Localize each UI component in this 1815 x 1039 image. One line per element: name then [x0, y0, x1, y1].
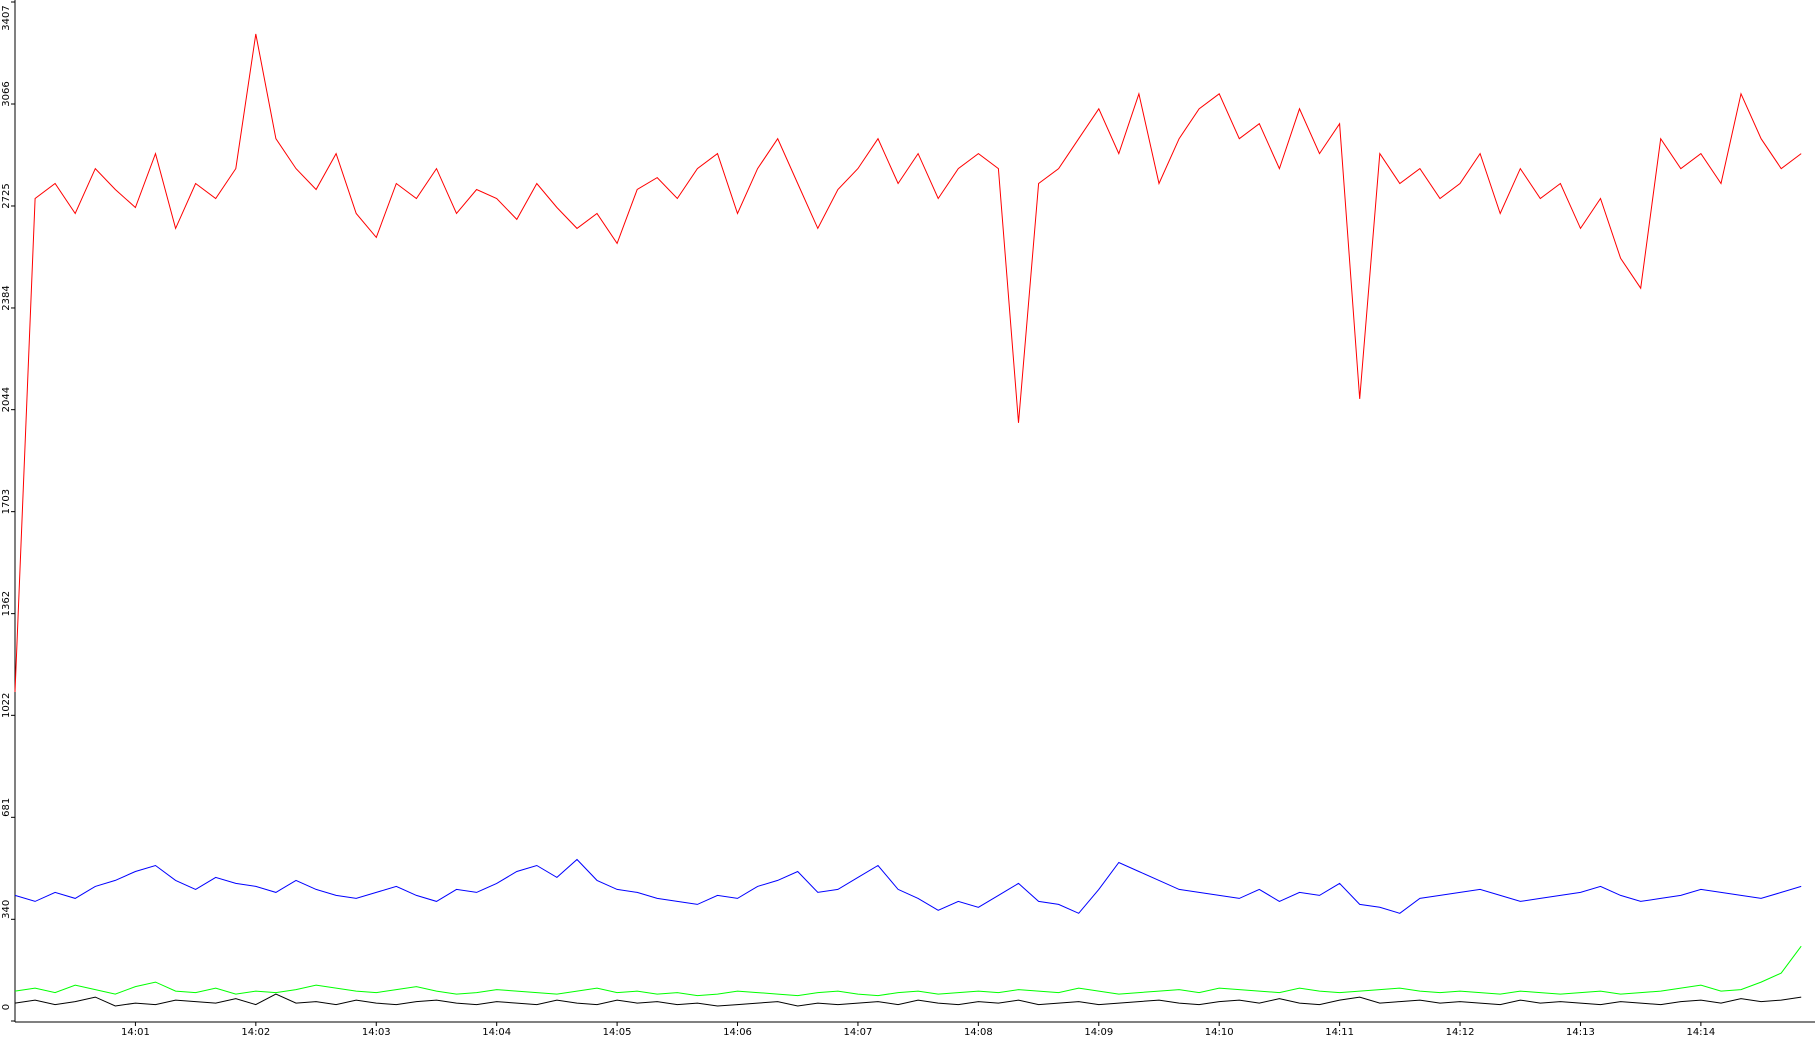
series-line — [14, 858, 1802, 914]
y-tick-label: 340 — [1, 900, 12, 919]
y-tick-label: 3407 — [1, 5, 12, 30]
series-line — [14, 945, 1802, 997]
x-tick-label: 14:06 — [723, 1027, 752, 1038]
series-line — [14, 33, 1802, 693]
x-tick-label: 14:11 — [1325, 1027, 1354, 1038]
x-tick-label: 14:13 — [1566, 1027, 1595, 1038]
y-tick-label: 2044 — [1, 387, 12, 412]
x-tick-label: 14:01 — [121, 1027, 150, 1038]
x-tick-label: 14:14 — [1686, 1027, 1715, 1038]
x-tick-label: 14:09 — [1084, 1027, 1113, 1038]
y-tick-label: 1022 — [1, 693, 12, 718]
x-tick-label: 14:02 — [241, 1027, 270, 1038]
y-tick-label: 0 — [1, 1004, 12, 1010]
x-tick-label: 14:04 — [482, 1027, 511, 1038]
series-line — [14, 993, 1802, 1007]
y-tick-label: 1362 — [1, 591, 12, 616]
y-tick-label: 1703 — [1, 489, 12, 514]
x-tick-label: 14:07 — [844, 1027, 873, 1038]
x-tick-label: 14:08 — [964, 1027, 993, 1038]
y-tick-label: 681 — [1, 798, 12, 817]
x-tick-label: 14:10 — [1205, 1027, 1234, 1038]
x-tick-label: 14:03 — [362, 1027, 391, 1038]
y-tick-label: 3066 — [1, 81, 12, 106]
y-tick-label: 2725 — [1, 183, 12, 208]
y-tick-label: 2384 — [1, 285, 12, 310]
x-tick-label: 14:12 — [1446, 1027, 1475, 1038]
x-tick-label: 14:05 — [603, 1027, 632, 1038]
